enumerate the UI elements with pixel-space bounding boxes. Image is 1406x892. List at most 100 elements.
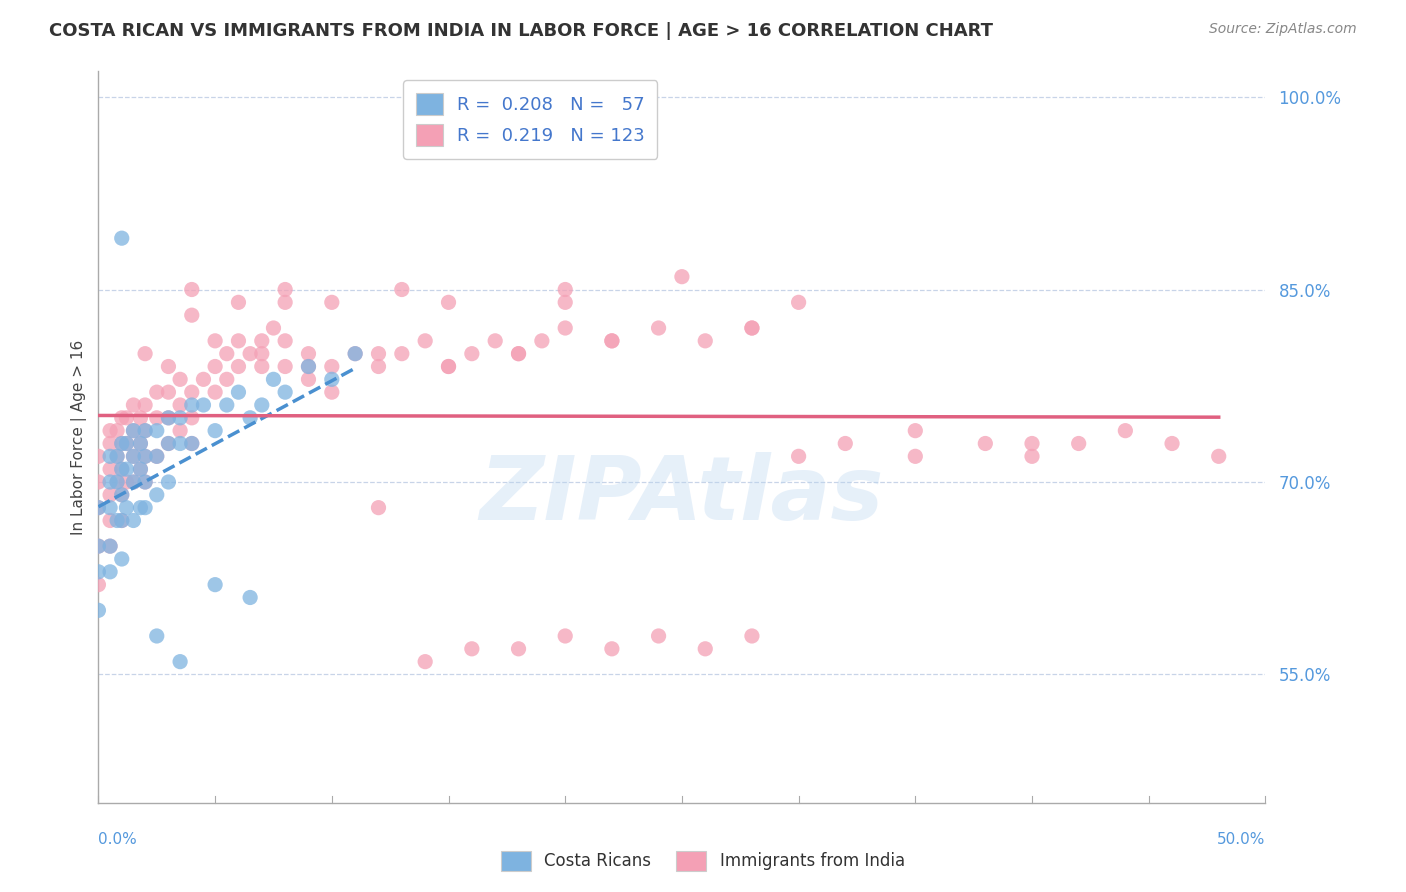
Point (146, 450, 169, 464)
Point (461, 641, 484, 656)
Point (344, 346, 367, 360)
Point (695, 641, 717, 656)
Point (105, 475, 128, 489)
Point (974, 436, 997, 450)
Text: Source: ZipAtlas.com: Source: ZipAtlas.com (1209, 22, 1357, 37)
Point (367, 346, 389, 360)
Point (262, 372, 284, 386)
Point (169, 372, 191, 386)
Point (111, 514, 134, 528)
Point (157, 436, 180, 450)
Point (122, 450, 145, 464)
Point (600, 334, 623, 348)
Point (1208, 450, 1230, 464)
Point (87, 565, 110, 579)
Point (146, 488, 169, 502)
Point (111, 462, 134, 476)
Point (98, 450, 121, 464)
Point (239, 410, 262, 425)
Point (204, 359, 226, 374)
Point (741, 321, 763, 335)
Point (695, 334, 717, 348)
Legend: Costa Ricans, Immigrants from India: Costa Ricans, Immigrants from India (492, 842, 914, 880)
Point (169, 436, 191, 450)
Point (274, 385, 297, 400)
Point (508, 346, 530, 360)
Point (741, 629, 763, 643)
Point (111, 231, 134, 245)
Point (98, 488, 121, 502)
Point (250, 359, 273, 374)
Point (554, 321, 576, 335)
Point (367, 500, 389, 515)
Point (98, 539, 121, 553)
Point (321, 372, 343, 386)
Point (169, 424, 191, 438)
Point (1021, 450, 1043, 464)
Y-axis label: In Labor Force | Age > 16: In Labor Force | Age > 16 (72, 340, 87, 534)
Point (228, 359, 250, 374)
Point (134, 424, 156, 438)
Point (122, 475, 145, 489)
Point (508, 346, 530, 360)
Point (239, 346, 262, 360)
Point (87, 450, 110, 464)
Point (834, 436, 856, 450)
Point (297, 346, 319, 360)
Point (180, 410, 202, 425)
Point (413, 655, 436, 669)
Point (157, 359, 180, 374)
Point (437, 295, 460, 310)
Point (228, 385, 250, 400)
Point (250, 398, 273, 412)
Point (98, 475, 121, 489)
Point (1161, 436, 1184, 450)
Point (321, 295, 343, 310)
Point (98, 424, 121, 438)
Point (274, 283, 297, 297)
Point (111, 462, 134, 476)
Point (105, 514, 128, 528)
Point (87, 539, 110, 553)
Point (87, 500, 110, 515)
Text: ZIPAtlas: ZIPAtlas (479, 452, 884, 539)
Point (600, 334, 623, 348)
Point (321, 359, 343, 374)
Point (180, 398, 202, 412)
Point (111, 436, 134, 450)
Legend: R =  0.208   N =   57, R =  0.219   N = 123: R = 0.208 N = 57, R = 0.219 N = 123 (404, 80, 658, 159)
Point (146, 410, 169, 425)
Point (98, 539, 121, 553)
Point (344, 346, 367, 360)
Point (134, 475, 156, 489)
Point (461, 346, 484, 360)
Point (413, 334, 436, 348)
Point (600, 641, 623, 656)
Point (98, 514, 121, 528)
Point (115, 475, 138, 489)
Point (169, 410, 191, 425)
Point (180, 283, 202, 297)
Point (437, 359, 460, 374)
Point (193, 372, 215, 386)
Point (250, 346, 273, 360)
Point (129, 436, 152, 450)
Point (904, 450, 927, 464)
Point (367, 359, 389, 374)
Text: 0.0%: 0.0% (98, 832, 138, 847)
Point (554, 629, 576, 643)
Point (297, 359, 319, 374)
Point (134, 475, 156, 489)
Point (204, 385, 226, 400)
Point (169, 655, 191, 669)
Point (129, 436, 152, 450)
Point (115, 436, 138, 450)
Point (111, 514, 134, 528)
Point (787, 295, 810, 310)
Point (129, 462, 152, 476)
Point (204, 424, 226, 438)
Point (122, 398, 145, 412)
Point (262, 321, 284, 335)
Point (228, 334, 250, 348)
Point (157, 410, 180, 425)
